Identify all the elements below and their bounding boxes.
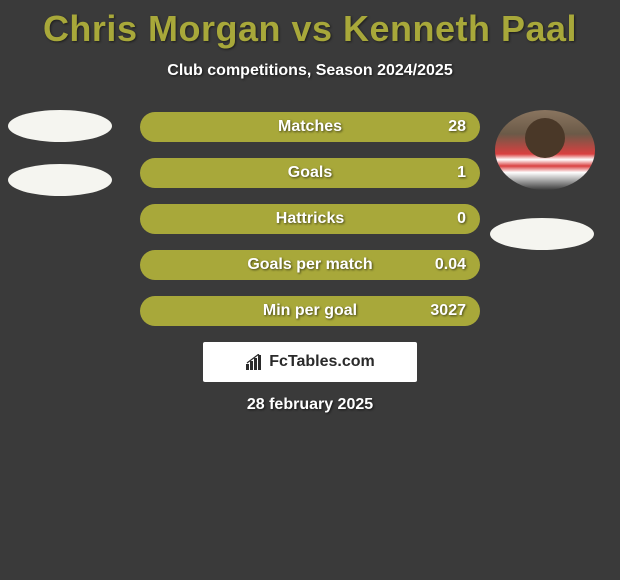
player-avatar — [495, 110, 595, 190]
page-subtitle: Club competitions, Season 2024/2025 — [0, 62, 620, 80]
stats-bars: Matches 28 Goals 1 Hattricks 0 Goals per… — [140, 110, 480, 326]
stat-row: Hattricks 0 — [140, 204, 480, 234]
brand-logo[interactable]: FcTables.com — [203, 342, 417, 382]
player-placeholder-ellipse — [8, 164, 112, 196]
stat-value-right: 0.04 — [435, 256, 466, 274]
comparison-area: Matches 28 Goals 1 Hattricks 0 Goals per… — [0, 110, 620, 414]
player-placeholder-ellipse — [8, 110, 112, 142]
stat-label: Hattricks — [276, 210, 344, 228]
stat-label: Goals per match — [247, 256, 372, 274]
stat-label: Matches — [278, 118, 342, 136]
brand-text: FcTables.com — [269, 353, 375, 371]
footer-date: 28 february 2025 — [0, 396, 620, 414]
stat-value-right: 1 — [457, 164, 466, 182]
stat-row: Goals per match 0.04 — [140, 250, 480, 280]
stat-row: Goals 1 — [140, 158, 480, 188]
stat-value-right: 28 — [448, 118, 466, 136]
stat-row: Matches 28 — [140, 112, 480, 142]
stat-label: Min per goal — [263, 302, 357, 320]
avatar-head-shape — [525, 118, 565, 158]
stat-row: Min per goal 3027 — [140, 296, 480, 326]
left-player-column — [8, 110, 118, 218]
page-title: Chris Morgan vs Kenneth Paal — [0, 0, 620, 50]
stat-label: Goals — [288, 164, 332, 182]
stat-value-right: 3027 — [430, 302, 466, 320]
player-placeholder-ellipse — [490, 218, 594, 250]
right-player-column — [490, 110, 600, 272]
stat-value-right: 0 — [457, 210, 466, 228]
bar-chart-icon — [245, 354, 265, 370]
